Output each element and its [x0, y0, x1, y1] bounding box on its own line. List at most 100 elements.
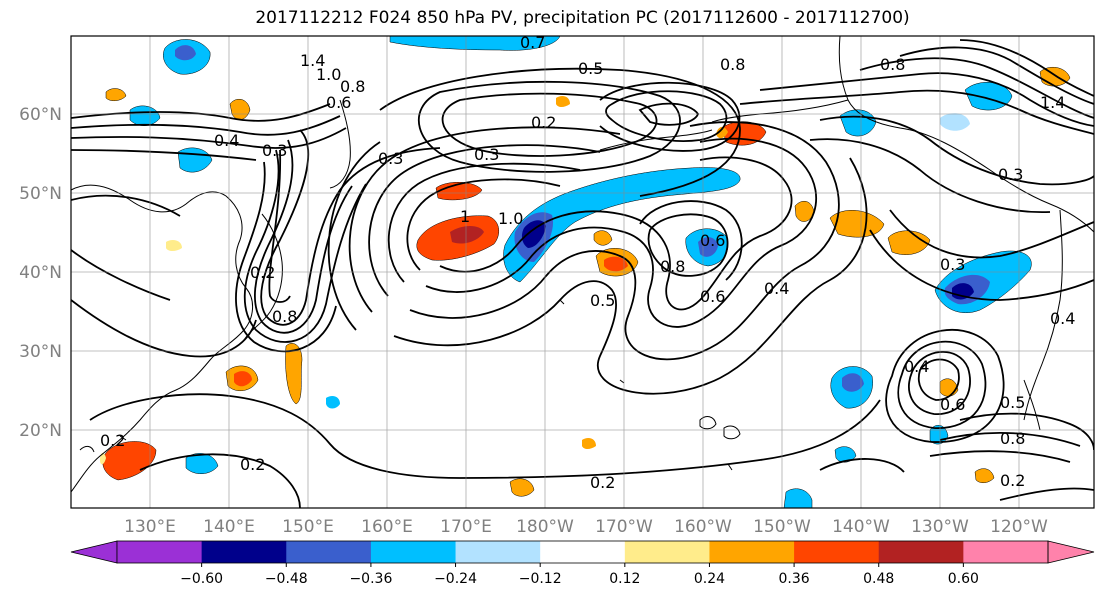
colorbar-segment	[709, 541, 795, 563]
contour-label: 0.8	[660, 257, 685, 276]
pv-contour	[71, 194, 181, 217]
colorbar: −0.60 −0.48 −0.36 −0.24 −0.12 0.12 0.24 0.36 0.4…	[70, 540, 1095, 587]
contour-labels: 1.4 1.0 0.8 0.6 0.4 0.3 0.2 0.3 0.5 0.6 …	[100, 33, 1075, 492]
pv-contour	[379, 67, 741, 197]
map-title: 2017112212 F024 850 hPa PV, precipitatio…	[255, 8, 910, 28]
pos-anomaly-aleutian-halo	[716, 126, 728, 139]
colorbar-tick-label: −0.60	[180, 571, 223, 587]
lat-label-50: 50°N	[19, 184, 62, 204]
lon-label: 160°E	[361, 517, 413, 537]
pv-contour	[441, 92, 658, 157]
contour-label: 0.3	[940, 255, 965, 274]
pv-contour	[409, 121, 840, 361]
contour-label: 0.4	[1050, 309, 1075, 328]
contour-label: 0.2	[590, 473, 615, 492]
contour-label: 0.6	[700, 231, 725, 250]
longitude-labels: 130°E 140°E 150°E 160°E 170°E 180°W 170°…	[124, 517, 1048, 537]
pv-contour	[425, 137, 818, 328]
colorbar-tick-label: 0.36	[779, 571, 810, 587]
pos-anomaly-mid-2	[593, 230, 613, 246]
pos-anomaly-left-2	[285, 343, 303, 405]
lon-label: 180°W	[516, 517, 574, 537]
contour-label: 0.8	[340, 77, 365, 96]
pv-contour	[439, 156, 793, 311]
pos-anomaly-south-1	[509, 478, 535, 497]
contour-label: 0.2	[531, 113, 556, 132]
lat-label-20: 20°N	[19, 421, 62, 441]
pv-contour	[348, 126, 621, 313]
coastline-asia	[71, 184, 253, 493]
pos-anomaly-small-3	[556, 96, 570, 107]
coastline-islands	[79, 299, 733, 471]
contour-label: 0.8	[272, 307, 297, 326]
colorbar-tick-label: 0.12	[609, 571, 640, 587]
lat-label-30: 30°N	[19, 342, 62, 362]
graticule	[71, 36, 1094, 508]
contour-label: 1.0	[498, 209, 523, 228]
contour-label: 0.5	[1000, 393, 1025, 412]
contour-label: 0.2	[1000, 471, 1025, 490]
pv-contour	[639, 200, 743, 281]
colorbar-extend-left	[70, 540, 118, 564]
lon-label: 120°W	[990, 517, 1048, 537]
pv-contour	[809, 138, 1051, 213]
colorbar-tick-label: 0.48	[863, 571, 894, 587]
lat-label-60: 60°N	[19, 105, 62, 125]
pv-contour	[71, 149, 257, 161]
pos-anomaly-mid-core	[604, 256, 628, 272]
pv-contour	[759, 72, 1094, 127]
colorbar-tick-label: −0.48	[265, 571, 308, 587]
colorbar-tick-label: 0.24	[694, 571, 725, 587]
contour-label: 0.6	[940, 395, 965, 414]
lon-label: 140°E	[203, 517, 255, 537]
colorbar-extend-right	[1047, 540, 1095, 564]
colorbar-segments	[117, 541, 1049, 563]
contour-label: 0.6	[326, 93, 351, 112]
contour-label: 1.4	[300, 51, 325, 70]
pos-anomaly-south-3	[974, 468, 995, 483]
map-frame	[70, 35, 1095, 509]
pv-contour	[889, 209, 1094, 259]
colorbar-segment	[286, 541, 372, 563]
pv-contour	[819, 458, 905, 473]
pv-contour	[908, 351, 971, 415]
pv-contour	[959, 412, 1094, 451]
neg-anomaly-top-left-core	[175, 45, 196, 61]
pv-contour	[89, 393, 881, 479]
pv-contour	[885, 328, 1005, 443]
pv-contour	[899, 46, 1094, 105]
contour-label: 0.5	[590, 291, 615, 310]
pv-contour	[253, 139, 353, 334]
pv-contour	[869, 229, 1094, 301]
precip-negative-anomalies	[129, 36, 1032, 508]
lon-label: 150°E	[282, 517, 334, 537]
colorbar-segment	[624, 541, 710, 563]
colorbar-segment	[201, 541, 287, 563]
contour-label: 1.0	[316, 65, 341, 84]
pv-contour	[139, 453, 301, 508]
colorbar-segment	[455, 541, 541, 563]
lon-label: 170°W	[595, 517, 653, 537]
neg-anomaly-south-4	[834, 446, 857, 463]
contour-label: 0.2	[100, 431, 125, 450]
pv-contour	[959, 39, 1094, 97]
pv-contour	[260, 129, 441, 326]
coastline-kamchatka	[329, 99, 351, 189]
colorbar-ticks: −0.60 −0.48 −0.36 −0.24 −0.12 0.12 0.24 0.36 0.4…	[180, 563, 979, 587]
contour-label: 0.3	[378, 149, 403, 168]
coastlines	[71, 36, 1094, 493]
pv-contour	[417, 80, 681, 173]
contour-label: 0.7	[520, 33, 545, 52]
lon-label: 150°W	[753, 517, 811, 537]
pv-contour	[406, 178, 561, 271]
contour-label: 0.2	[240, 455, 265, 474]
pv-contour	[243, 149, 367, 343]
colorbar-tick-label: −0.24	[434, 571, 477, 587]
pos-anomaly-top-2	[105, 88, 127, 101]
colorbar-segment	[963, 541, 1049, 563]
latitude-labels: 60°N 50°N 40°N 30°N 20°N	[19, 105, 62, 441]
coastline-baja	[1023, 379, 1041, 431]
colorbar-segment	[117, 541, 203, 563]
pv-contour	[71, 249, 171, 301]
